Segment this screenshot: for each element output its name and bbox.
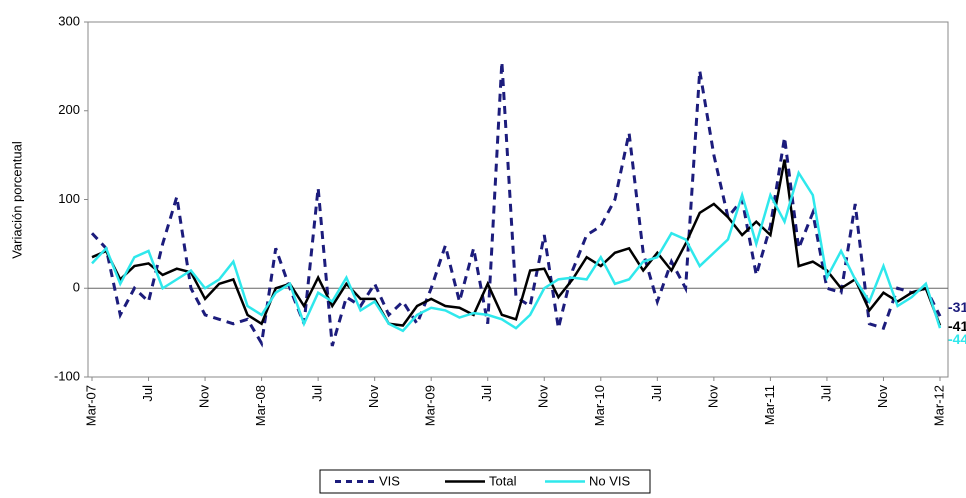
y-tick-label: 300 (58, 13, 80, 28)
legend-label: No VIS (589, 473, 631, 488)
y-axis-label: Variación porcentual (9, 141, 24, 259)
end-label: -41,9 (948, 318, 966, 334)
x-tick-label: Nov (536, 385, 551, 409)
x-tick-label: Nov (197, 385, 212, 409)
legend-label: VIS (379, 473, 400, 488)
x-tick-label: Mar-07 (83, 385, 98, 426)
x-tick-label: Nov (875, 385, 890, 409)
x-tick-label: Mar-11 (762, 385, 777, 425)
end-label: -44,9 (948, 331, 966, 347)
x-tick-label: Nov (366, 385, 381, 409)
series-line (91, 159, 942, 327)
x-tick-label: Mar-10 (592, 385, 607, 426)
y-tick-label: 100 (58, 191, 80, 206)
x-tick-label: Jul (818, 385, 833, 402)
x-tick-label: Mar-12 (931, 385, 946, 426)
x-tick-label: Jul (479, 385, 494, 402)
x-tick-label: Mar-08 (253, 385, 268, 426)
x-tick-label: Jul (140, 385, 155, 402)
x-tick-label: Mar-09 (423, 385, 438, 426)
legend-label: Total (489, 473, 517, 488)
y-tick-label: 0 (73, 280, 80, 295)
series-line (90, 61, 942, 348)
x-tick-label: Jul (649, 385, 664, 402)
y-tick-label: 200 (58, 102, 80, 117)
x-tick-label: Nov (705, 385, 720, 409)
x-tick-label: Jul (310, 385, 325, 402)
plot-area (87, 21, 949, 378)
y-tick-label: -100 (54, 368, 80, 383)
end-label: -31,4 (948, 299, 966, 315)
series-line (91, 169, 942, 333)
